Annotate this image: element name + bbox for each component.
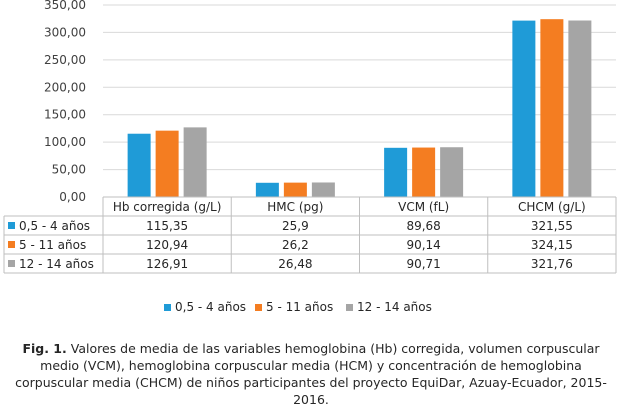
bar: [412, 147, 436, 197]
y-tick-label: 200,00: [44, 80, 86, 94]
table-legend-key: [8, 222, 15, 229]
y-tick-label: 100,00: [44, 135, 86, 149]
table-series-name: 12 - 14 años: [19, 257, 94, 271]
caption-text: Valores de media de las variables hemogl…: [15, 341, 607, 407]
y-tick-label: 0,00: [59, 190, 86, 204]
legend-swatch: [346, 304, 353, 311]
legend-label: 5 - 11 años: [266, 300, 333, 314]
table-cell-value: 25,9: [282, 219, 309, 233]
bar: [155, 130, 179, 197]
bar: [440, 147, 464, 197]
table-series-name: 5 - 11 años: [19, 238, 86, 252]
legend-label: 0,5 - 4 años: [175, 300, 246, 314]
bar: [183, 127, 207, 197]
table-cell-value: 324,15: [531, 238, 573, 252]
bar: [512, 20, 536, 197]
table-cell-value: 26,48: [278, 257, 312, 271]
table-series-name: 0,5 - 4 años: [19, 219, 90, 233]
legend-swatch: [164, 304, 171, 311]
bar: [568, 20, 592, 198]
caption-label: Fig. 1.: [22, 341, 67, 356]
bar: [540, 19, 564, 197]
x-category-label: CHCM (g/L): [518, 200, 586, 214]
chart-figure: 0,00 50,00 100,00 150,00 200,00 250,00 300,00 3…: [3, 0, 617, 314]
y-tick-label: 250,00: [44, 53, 86, 67]
bar: [384, 147, 408, 197]
table-cell-value: 90,14: [406, 238, 440, 252]
table-cell-value: 120,94: [146, 238, 188, 252]
legend-label: 12 - 14 años: [357, 300, 432, 314]
chart-svg: 0,00 50,00 100,00 150,00 200,00 250,00 300,00 3…: [3, 0, 617, 314]
table-cell-value: 321,55: [531, 219, 573, 233]
y-tick-label: 350,00: [44, 0, 86, 12]
table-cell-value: 89,68: [406, 219, 440, 233]
table-cell-value: 90,71: [406, 257, 440, 271]
y-tick-label: 150,00: [44, 108, 86, 122]
table-cell-value: 115,35: [146, 219, 188, 233]
bar: [283, 182, 307, 197]
y-tick-label: 300,00: [44, 25, 86, 39]
table-cell-value: 26,2: [282, 238, 309, 252]
x-category-label: VCM (fL): [398, 200, 449, 214]
bar: [255, 182, 279, 197]
table-legend-key: [8, 260, 15, 267]
bar: [127, 133, 151, 197]
x-category-label: HMC (pg): [267, 200, 323, 214]
legend-swatch: [255, 304, 262, 311]
table-cell-value: 321,76: [531, 257, 573, 271]
figure-caption: Fig. 1. Valores de media de las variable…: [6, 340, 616, 408]
table-cell-value: 126,91: [146, 257, 188, 271]
table-legend-key: [8, 241, 15, 248]
y-tick-label: 50,00: [52, 163, 86, 177]
x-category-label: Hb corregida (g/L): [113, 200, 222, 214]
bar: [311, 182, 335, 197]
